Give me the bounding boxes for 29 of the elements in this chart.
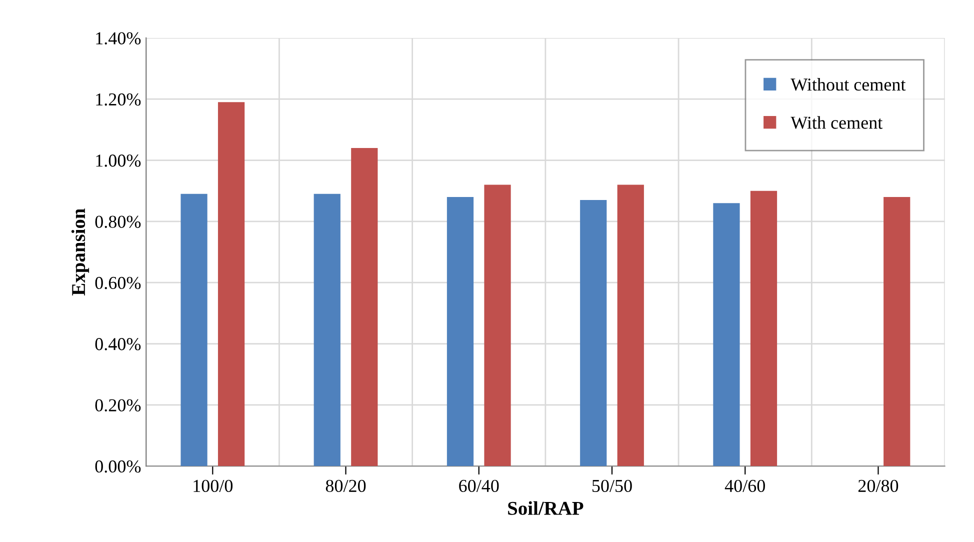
bar <box>750 190 778 466</box>
x-tick-label: 60/40 <box>459 480 499 492</box>
y-tick-label: 1.40% <box>96 32 141 44</box>
y-tick-label: 0.40% <box>95 338 141 350</box>
y-tick-label: 1.00% <box>96 154 141 167</box>
y-axis-title: Expansion <box>71 208 90 296</box>
legend-label: Without cement <box>790 78 906 91</box>
bar <box>580 200 607 466</box>
x-tick-label: 40/60 <box>724 480 765 492</box>
bar <box>484 184 511 466</box>
legend-label: With cement <box>790 116 883 129</box>
x-axis-title: Soil/RAP <box>508 501 584 515</box>
y-tick-label: 0.60% <box>95 276 141 290</box>
bar <box>180 194 208 466</box>
bar <box>713 203 740 466</box>
bar <box>218 102 245 466</box>
bar <box>884 196 910 466</box>
y-tick-label: 0.20% <box>95 399 141 412</box>
bar <box>351 148 378 466</box>
bar <box>446 196 474 466</box>
bar <box>314 194 340 466</box>
y-tick-label: 1.20% <box>96 93 141 106</box>
y-tick-label: 0.80% <box>95 216 141 228</box>
y-tick-label: 0.00% <box>95 460 141 473</box>
bar <box>617 184 644 466</box>
x-tick-label: 20/80 <box>858 480 898 492</box>
x-tick-label: 100/0 <box>194 480 233 492</box>
x-tick-label: 50/50 <box>592 480 632 492</box>
x-tick-label: 80/20 <box>326 480 366 492</box>
